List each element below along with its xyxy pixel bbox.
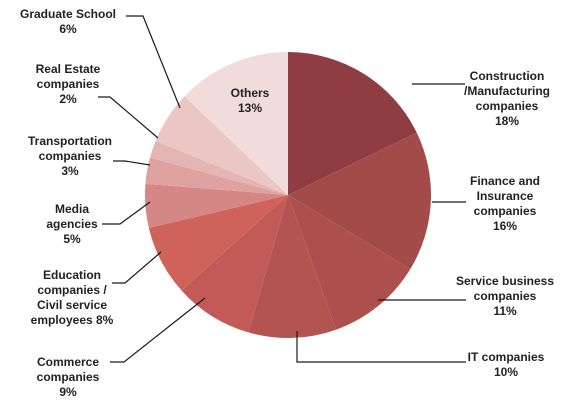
slice-label-line: 10%	[494, 365, 518, 379]
leader-line-6	[102, 201, 151, 225]
slice-label-line: 18%	[495, 114, 519, 128]
pie-slice-4	[181, 195, 288, 333]
pie-slice-1	[288, 132, 431, 270]
slice-label-line: companies	[476, 99, 539, 113]
leader-line-5	[112, 251, 162, 284]
slice-label-line: Finance and	[470, 174, 540, 188]
slice-label-line: Civil service	[37, 298, 107, 312]
leader-line-3	[296, 331, 466, 363]
slice-label-line: 5%	[63, 232, 81, 246]
slice-label-line: 3%	[61, 164, 79, 178]
slice-label-8: Real Estate companies 2%	[36, 62, 101, 106]
leader-line-8	[98, 96, 159, 139]
slice-label-4: Commerce companies 9%	[37, 355, 100, 399]
slice-label-line: companies	[474, 204, 537, 218]
slice-label-line: 9%	[59, 385, 77, 399]
pie-slice-9	[155, 96, 288, 195]
slice-label-9: Graduate School 6%	[20, 7, 116, 36]
slice-label-line: 16%	[493, 219, 517, 233]
pie-slice-7	[145, 157, 288, 195]
pie-slice-10	[184, 52, 288, 195]
slice-label-line: companies	[37, 77, 100, 91]
leader-lines	[98, 15, 466, 363]
slice-label-line: Education	[43, 268, 101, 282]
slice-label-line: companies /	[37, 283, 107, 297]
slice-label-line: 13%	[238, 101, 262, 115]
pie-slice-6	[144, 183, 288, 229]
slice-label-line: employees 8%	[31, 313, 114, 327]
slice-label-line: 6%	[59, 22, 77, 36]
leader-line-9	[126, 15, 181, 109]
pie-slice-3	[248, 195, 336, 338]
slice-label-line: companies	[37, 370, 100, 384]
pie-slice-0	[288, 52, 417, 195]
slice-label-3: IT companies 10%	[468, 350, 545, 379]
slice-label-1: Finance and Insurance companies 16%	[470, 174, 540, 233]
pie-slices	[144, 52, 431, 338]
slice-label-line: companies	[39, 149, 102, 163]
slice-label-line: agencies	[46, 217, 98, 231]
slice-label-line: Service business	[456, 274, 554, 288]
slice-label-0: Construction/Manufacturing companies 18%	[464, 69, 550, 128]
slice-label-line: Transportation	[28, 134, 112, 148]
pie-slice-5	[148, 195, 288, 291]
slice-label-10: Others 13%	[231, 86, 270, 115]
leader-line-7	[113, 160, 151, 166]
slice-label-line: Others	[231, 86, 270, 100]
slice-label-line: 2%	[59, 92, 77, 106]
slice-label-line: Graduate School	[20, 7, 116, 21]
slice-label-7: Transportation companies 3%	[28, 134, 112, 178]
slice-label-line: companies	[474, 289, 537, 303]
slice-label-line: Media	[55, 202, 89, 216]
pie-slice-2	[288, 195, 411, 330]
slice-label-line: /Manufacturing	[464, 84, 550, 98]
slice-label-line: Construction	[470, 69, 545, 83]
slice-label-5: Education companies / Civil service employe…	[31, 268, 114, 327]
slice-label-line: Commerce	[37, 355, 99, 369]
slice-label-line: IT companies	[468, 350, 545, 364]
slice-label-line: 11%	[493, 304, 517, 318]
slice-label-6: Media agencies 5%	[46, 202, 98, 246]
pie-slice-8	[149, 140, 288, 195]
slice-label-line: Insurance	[477, 189, 534, 203]
leader-line-4	[110, 297, 206, 363]
slice-label-2: Service business companies 11%	[456, 274, 554, 318]
slice-label-line: Real Estate	[36, 62, 101, 76]
slice-labels: Construction/Manufacturing companies 18%Fi…	[20, 7, 554, 399]
